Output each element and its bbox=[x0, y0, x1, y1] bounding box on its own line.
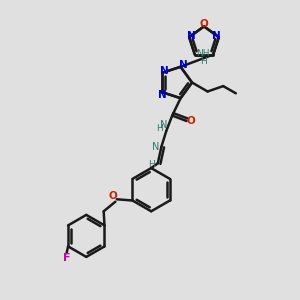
Text: N: N bbox=[188, 31, 196, 41]
Text: N: N bbox=[158, 90, 167, 100]
Text: NH: NH bbox=[196, 49, 210, 58]
Text: N: N bbox=[212, 31, 220, 41]
Text: N: N bbox=[160, 120, 167, 130]
Text: N: N bbox=[152, 142, 159, 152]
Text: O: O bbox=[109, 191, 117, 201]
Text: H: H bbox=[200, 57, 207, 66]
Text: F: F bbox=[63, 253, 70, 263]
Text: N: N bbox=[178, 60, 188, 70]
Text: N: N bbox=[160, 66, 169, 76]
Text: O: O bbox=[200, 19, 208, 29]
Text: O: O bbox=[186, 116, 195, 126]
Text: H: H bbox=[148, 160, 154, 169]
Text: H: H bbox=[156, 124, 163, 133]
